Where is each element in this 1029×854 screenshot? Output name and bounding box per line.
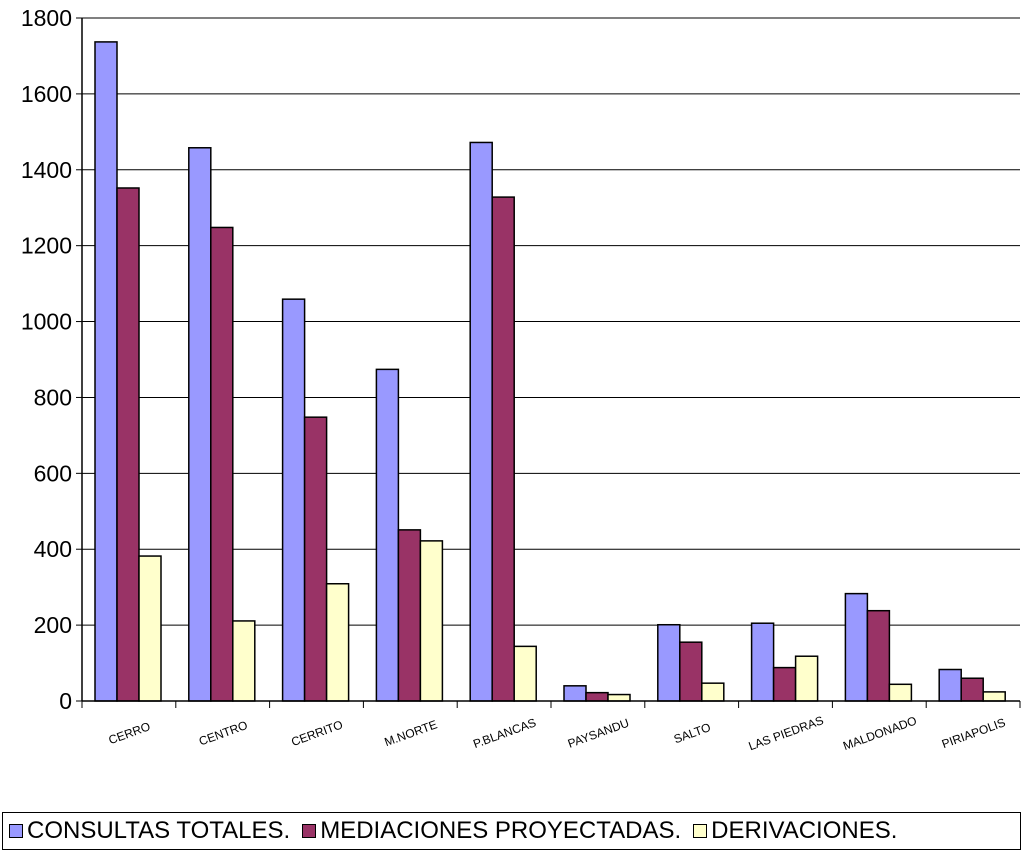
x-tick-label: MALDONADO <box>841 713 918 753</box>
y-tick-label: 1200 <box>21 233 72 259</box>
bar <box>888 683 913 702</box>
bar <box>138 555 162 702</box>
bar <box>607 693 631 702</box>
legend-item-consultas: CONSULTAS TOTALES. <box>9 817 290 845</box>
legend-swatch-derivaciones <box>693 824 708 838</box>
x-tick-label: CENTRO <box>197 718 249 748</box>
bar <box>844 592 869 702</box>
x-tick-label: PIRIAPOLIS <box>940 715 1007 751</box>
y-tick-label: 1000 <box>21 309 72 335</box>
bar <box>772 666 797 702</box>
y-tick-label: 1600 <box>21 81 72 107</box>
legend-item-derivaciones: DERIVACIONES. <box>693 817 897 845</box>
y-tick-label: 800 <box>34 384 72 410</box>
y-tick-label: 0 <box>59 688 72 714</box>
bar <box>116 187 140 702</box>
x-tick-label: P.BLANCAS <box>471 715 538 751</box>
legend-swatch-consultas <box>9 824 23 838</box>
bar <box>303 416 328 702</box>
x-tick-label: CERRO <box>107 719 153 747</box>
y-tick-label: 600 <box>34 460 72 486</box>
bar <box>419 540 444 702</box>
bar <box>657 623 681 702</box>
bar <box>794 655 819 702</box>
legend: CONSULTAS TOTALES. MEDIACIONES PROYECTAD… <box>2 812 1021 850</box>
bars <box>94 41 1006 702</box>
bar <box>375 368 400 702</box>
bar <box>325 583 350 702</box>
bar <box>938 668 962 702</box>
bar <box>563 685 587 702</box>
bar <box>397 529 422 702</box>
bar <box>701 682 725 702</box>
legend-label-mediaciones: MEDIACIONES PROYECTADAS. <box>320 817 682 844</box>
bar <box>281 298 306 702</box>
x-tick-label: LAS PIEDRAS <box>747 713 826 753</box>
bar <box>188 147 212 702</box>
y-tick-label: 200 <box>34 612 72 638</box>
legend-swatch-mediaciones <box>302 824 317 838</box>
bar <box>232 620 256 702</box>
x-axis-ticks: CERRO CENTRO CERRITO M.NORTE P.BLANCAS PAYSAN… <box>81 701 1021 753</box>
y-axis-ticks: 0 200 400 600 800 1000 1200 1400 1600 1800 <box>21 5 82 714</box>
legend-label-derivaciones: DERIVACIONES. <box>711 817 898 844</box>
bar <box>491 196 515 702</box>
bar <box>469 141 493 702</box>
bar <box>679 641 703 702</box>
gridlines <box>82 17 1020 626</box>
y-tick-label: 1400 <box>21 157 72 183</box>
bar <box>94 41 118 702</box>
bar <box>960 677 984 702</box>
x-tick-label: M.NORTE <box>383 717 440 749</box>
x-tick-label: PAYSANDU <box>566 716 631 751</box>
x-tick-label: SALTO <box>672 720 713 746</box>
legend-item-mediaciones: MEDIACIONES PROYECTADAS. <box>302 817 681 845</box>
bar <box>513 645 537 702</box>
bar <box>210 226 234 702</box>
bar <box>982 691 1006 702</box>
x-tick-label: CERRITO <box>289 717 344 749</box>
y-tick-label: 1800 <box>21 5 72 31</box>
bar <box>750 622 775 702</box>
bar <box>866 609 891 702</box>
y-tick-label: 400 <box>34 536 72 562</box>
bar <box>585 691 609 702</box>
legend-label-consultas: CONSULTAS TOTALES. <box>27 817 291 844</box>
